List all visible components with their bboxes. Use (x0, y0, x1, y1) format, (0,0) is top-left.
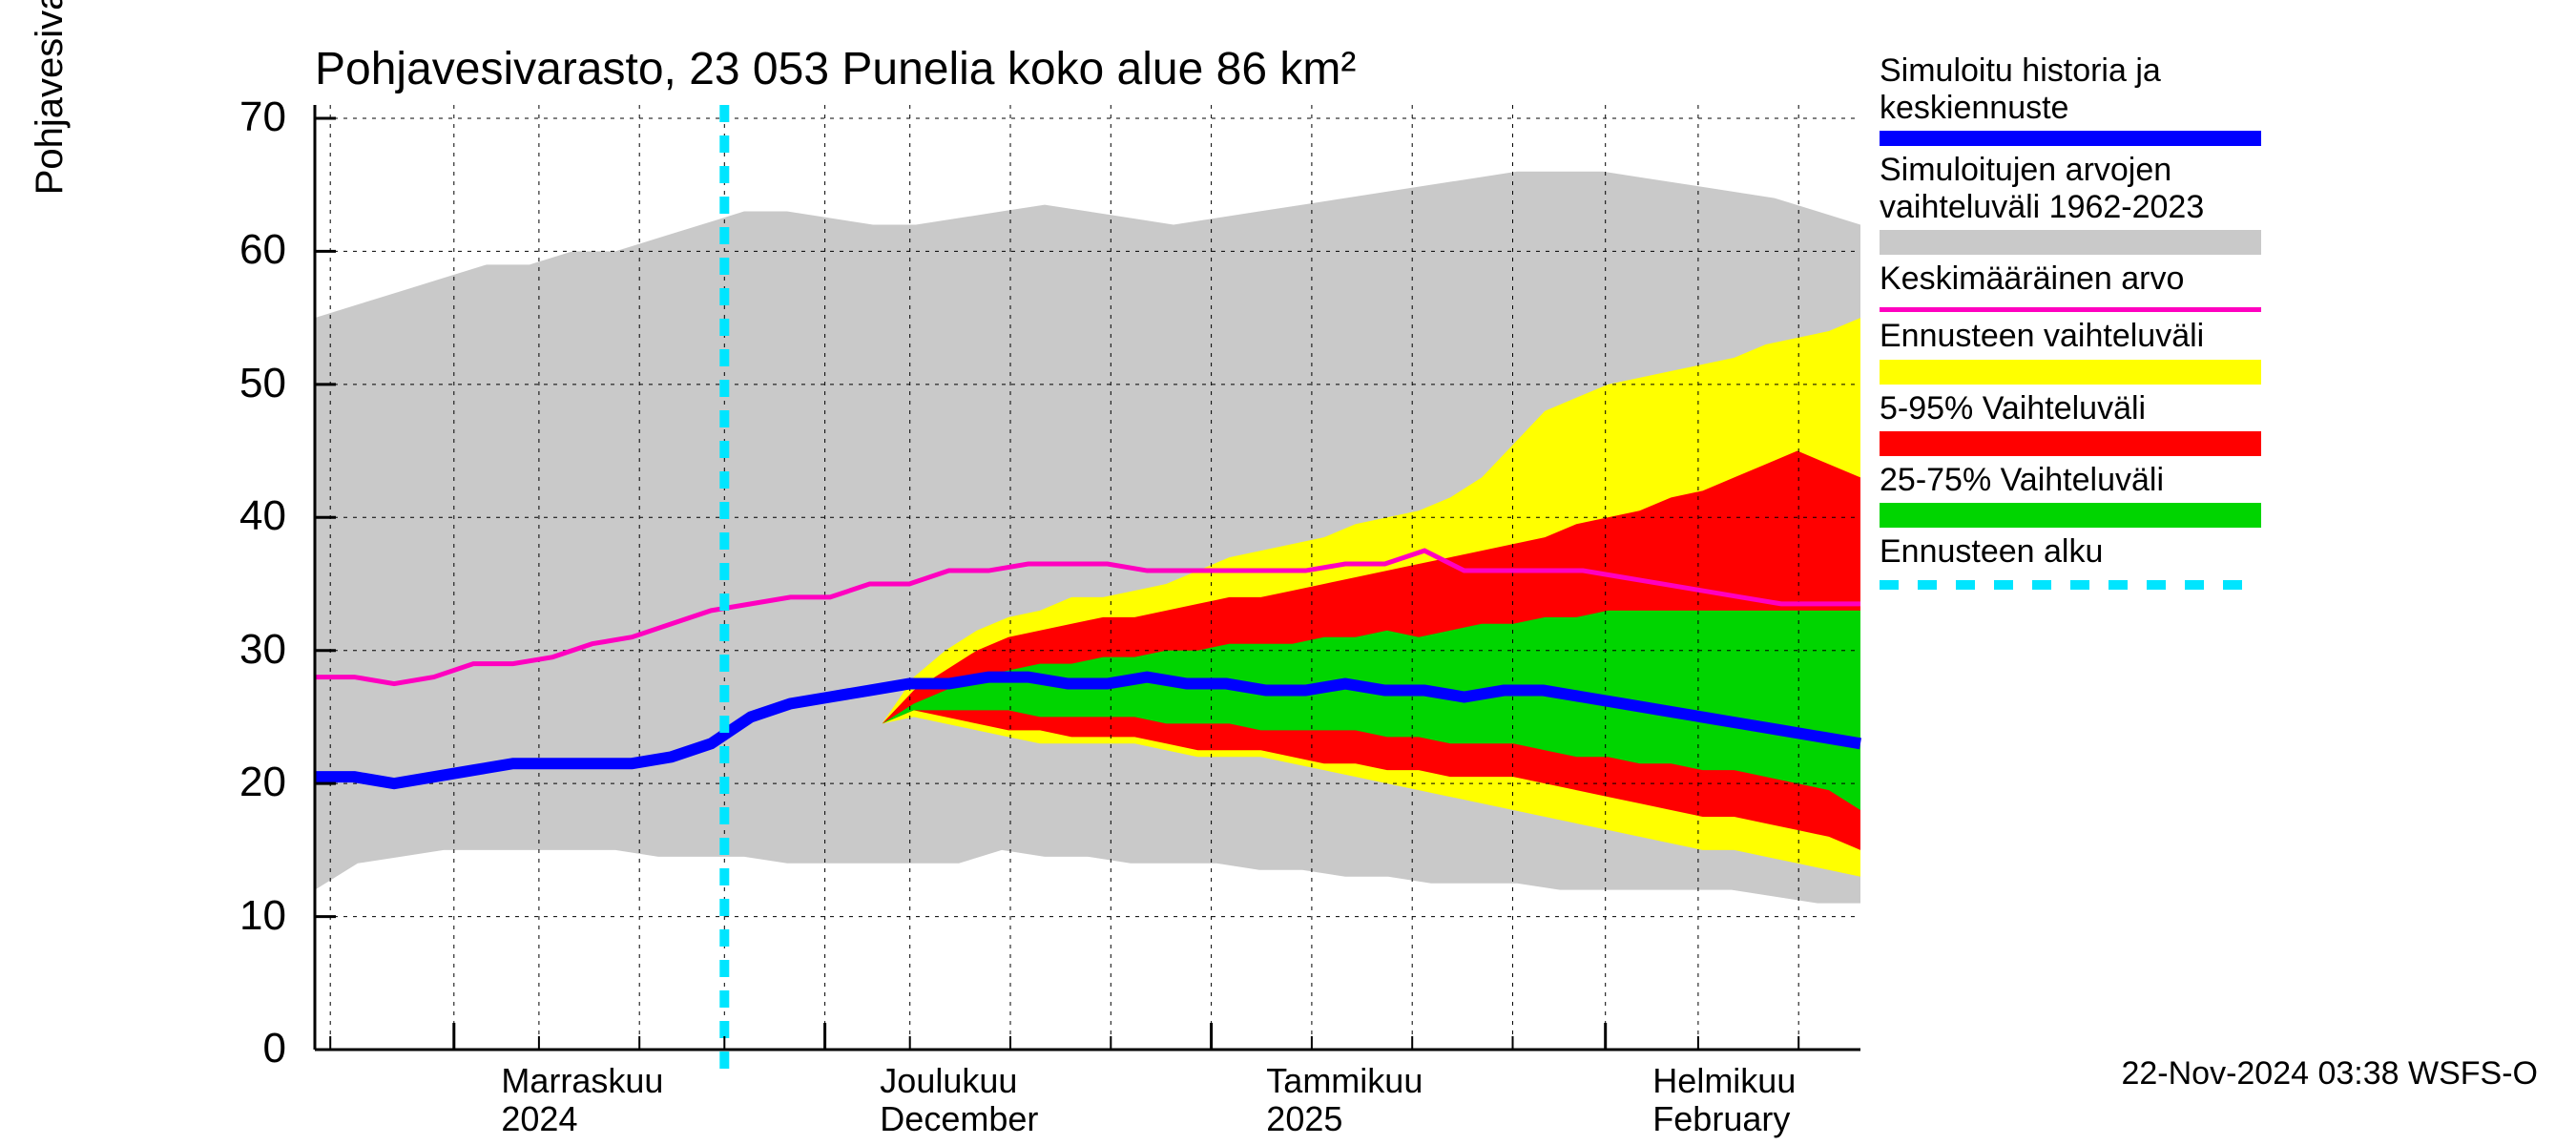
y-axis-label: Pohjavesivarasto / Groundwater storage m… (29, 0, 72, 195)
x-month-label-fi: Joulukuu (880, 1061, 1017, 1101)
x-month-label-fi: Tammikuu (1266, 1061, 1423, 1101)
x-month-label-fi: Helmikuu (1652, 1061, 1796, 1101)
legend-swatch (1880, 360, 2261, 385)
y-tick-label: 10 (229, 892, 286, 940)
y-tick-label: 0 (229, 1025, 286, 1072)
x-month-label-en: 2024 (501, 1099, 577, 1139)
timestamp: 22-Nov-2024 03:38 WSFS-O (2121, 1055, 2538, 1093)
legend-swatch (1880, 230, 2261, 255)
legend-label: keskiennuste (1880, 90, 2566, 127)
plot-area (315, 105, 1860, 1050)
chart-container: Pohjavesivarasto / Groundwater storage m… (0, 0, 2576, 1145)
legend-item: Ennusteen alku (1880, 533, 2566, 590)
legend-item: 5-95% Vaihteluväli (1880, 390, 2566, 456)
legend-swatch (1880, 131, 2261, 146)
y-tick-label: 30 (229, 626, 286, 674)
plot-svg (315, 105, 1860, 1050)
legend-swatch (1880, 307, 2261, 312)
legend-label: Ennusteen vaihteluväli (1880, 318, 2566, 355)
legend-swatch (1880, 431, 2261, 456)
legend-item: Ennusteen vaihteluväli (1880, 318, 2566, 384)
y-tick-label: 50 (229, 360, 286, 407)
legend-swatch (1880, 580, 2261, 590)
legend-label: vaihteluväli 1962-2023 (1880, 189, 2566, 226)
legend-item: 25-75% Vaihteluväli (1880, 462, 2566, 528)
legend-label: 5-95% Vaihteluväli (1880, 390, 2566, 427)
legend-item: Simuloitujen arvojenvaihteluväli 1962-20… (1880, 152, 2566, 255)
legend-label: Ennusteen alku (1880, 533, 2566, 571)
legend-label: Simuloitujen arvojen (1880, 152, 2566, 189)
legend-item: Keskimääräinen arvo (1880, 260, 2566, 312)
x-month-label-en: 2025 (1266, 1099, 1342, 1139)
legend-swatch (1880, 503, 2261, 528)
chart-title: Pohjavesivarasto, 23 053 Punelia koko al… (315, 43, 1356, 95)
legend-label: Keskimääräinen arvo (1880, 260, 2566, 298)
legend-label: 25-75% Vaihteluväli (1880, 462, 2566, 499)
x-month-label-en: December (880, 1099, 1038, 1139)
x-month-label-en: February (1652, 1099, 1790, 1139)
legend-label: Simuloitu historia ja (1880, 52, 2566, 90)
x-month-label-fi: Marraskuu (501, 1061, 663, 1101)
legend-item: Simuloitu historia jakeskiennuste (1880, 52, 2566, 146)
legend: Simuloitu historia jakeskiennusteSimuloi… (1880, 52, 2566, 595)
y-tick-label: 40 (229, 492, 286, 540)
y-tick-label: 60 (229, 226, 286, 274)
y-tick-label: 20 (229, 759, 286, 806)
y-tick-label: 70 (229, 94, 286, 141)
